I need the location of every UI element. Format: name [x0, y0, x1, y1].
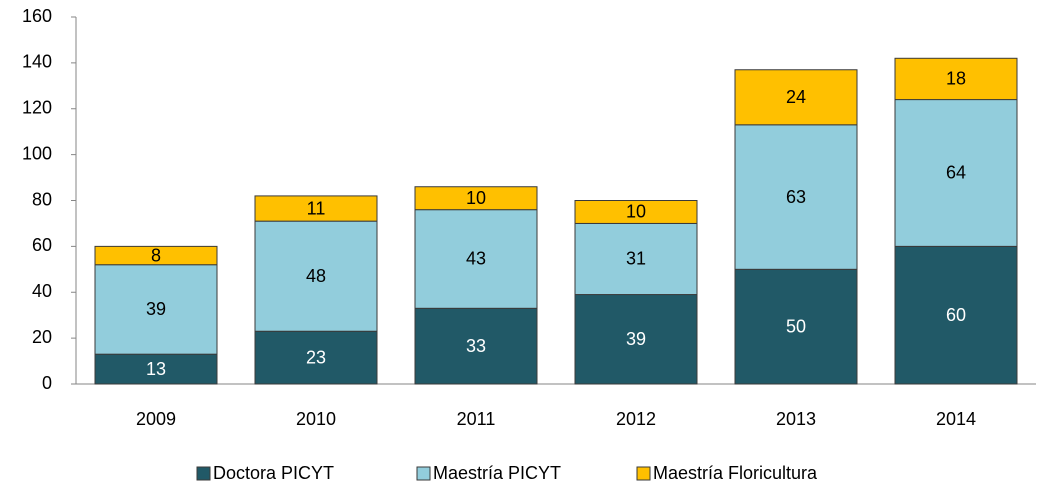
y-tick-label: 160: [22, 6, 52, 26]
bar-segment: [734, 69, 858, 126]
bar-segment: [94, 245, 218, 266]
data-label: 31: [626, 249, 646, 269]
y-tick-label: 40: [32, 281, 52, 301]
legend-swatch: [196, 466, 211, 481]
y-tick-label: 120: [22, 98, 52, 118]
data-label: 63: [786, 187, 806, 207]
bar-segment: [254, 220, 378, 332]
bar-segment: [734, 268, 858, 385]
data-label: 64: [946, 163, 966, 183]
bar-segment: [574, 294, 698, 385]
data-label: 24: [786, 87, 806, 107]
y-tick-label: 20: [32, 327, 52, 347]
data-label: 50: [786, 316, 806, 336]
bar-segment: [574, 200, 698, 224]
legend-swatch: [636, 466, 651, 481]
x-tick-label: 2009: [136, 409, 176, 429]
x-tick-label: 2013: [776, 409, 816, 429]
x-tick-label: 2011: [457, 409, 496, 429]
y-tick-label: 60: [32, 235, 52, 255]
data-label: 33: [466, 336, 486, 356]
legend-label: Doctora PICYT: [213, 463, 334, 483]
x-tick-label: 2010: [296, 409, 336, 429]
data-label: 39: [146, 299, 166, 319]
data-label: 10: [466, 188, 486, 208]
bar-segment: [414, 186, 538, 211]
data-label: 11: [307, 198, 326, 218]
data-label: 23: [306, 347, 326, 367]
bar-segment: [894, 245, 1018, 385]
y-tick-label: 100: [22, 143, 52, 163]
bar-segment: [894, 99, 1018, 247]
bar-segment: [414, 307, 538, 385]
x-tick-label: 2014: [936, 409, 976, 429]
legend-label: Maestría Floricultura: [653, 463, 818, 483]
y-tick-label: 0: [42, 373, 52, 393]
data-label: 39: [626, 329, 646, 349]
x-tick-label: 2012: [616, 409, 656, 429]
bar-segment: [574, 222, 698, 296]
bar-segment: [94, 264, 218, 355]
bar-segment: [254, 330, 378, 385]
legend-label: Maestría PICYT: [433, 463, 561, 483]
bar-segment: [254, 195, 378, 222]
bar-segment: [894, 57, 1018, 101]
data-label: 13: [146, 359, 166, 379]
data-label: 10: [626, 202, 646, 222]
data-label: 8: [151, 245, 161, 265]
y-tick-label: 140: [22, 52, 52, 72]
data-label: 60: [946, 305, 966, 325]
data-label: 48: [306, 266, 326, 286]
bar-segment: [414, 209, 538, 309]
bar-segment: [734, 124, 858, 270]
bar-segment: [94, 353, 218, 385]
y-tick-label: 80: [32, 189, 52, 209]
data-label: 18: [946, 69, 966, 89]
legend-swatch: [416, 466, 431, 481]
data-label: 43: [466, 249, 486, 269]
